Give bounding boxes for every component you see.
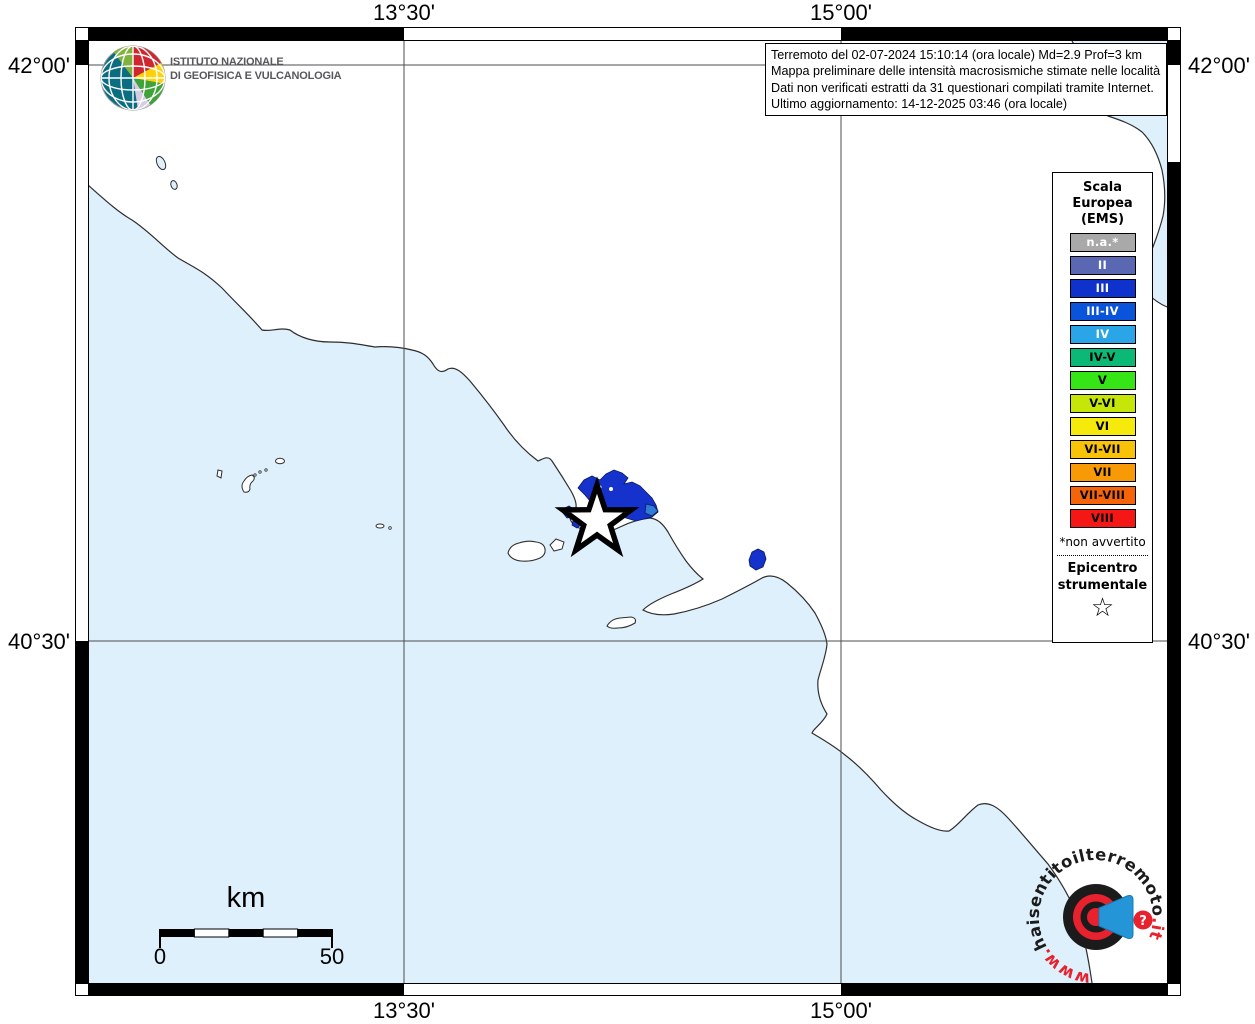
axis-label-left-4200: 42°00' [8,53,70,78]
island-palmarola [216,469,223,479]
info-box: Terremoto del 02-07-2024 15:10:14 (ora l… [765,43,1167,117]
legend-swatch-V: V [1069,371,1136,390]
intensity-area-iii-iv [644,503,659,517]
info-line-event: Terremoto del 02-07-2024 15:10:14 (ora l… [771,48,1143,62]
lake-albano [155,155,167,171]
question-badge [1133,910,1153,930]
islet [258,470,262,474]
island-ventotene [375,523,385,529]
legend-epicenter-label: Epicentro strumentale [1057,561,1148,593]
lake-nemi [170,180,178,190]
legend-swatch-VII: VII [1069,463,1136,482]
watermark-it: .it [1145,917,1168,943]
island-ponza [241,474,255,493]
map-speck [609,487,613,491]
scale-bar-unit: km [226,882,266,914]
coastline [89,185,1093,983]
island-zannone [275,457,285,465]
info-line-updated: Ultimo aggiornamento: 14-12-2025 03:46 (… [771,96,1068,111]
legend-title: Scala Europea (EMS) [1072,180,1133,227]
axis-label-right-4200: 42°00' [1188,53,1250,78]
legend-swatch-VI-VII: VI-VII [1069,440,1136,459]
ingv-line2: DI GEOFISICA E VULCANOLOGIA [170,69,342,82]
axis-label-left-4030: 40°30' [8,629,70,654]
legend-items: n.a.* II III III-IV IV IV-V V V-VI VI VI-VII VII VI… [1053,233,1152,528]
legend-swatch-III-IV: III-IV [1069,302,1136,321]
legend-separator [1057,555,1148,556]
axis-label-bottom-1500: 15°00' [810,998,872,1023]
ingv-globe-icon [100,45,166,111]
legend-swatch-II: II [1069,256,1136,275]
legend-swatch-IV: IV [1069,325,1136,344]
legend-swatch-n.a.*: n.a.* [1069,233,1136,252]
epicenter-star-icon [554,476,640,558]
islet [253,473,257,477]
legend-swatch-VII-VIII: VII-VIII [1069,486,1136,505]
islet [264,468,268,472]
island-capri [606,616,637,629]
legend-swatch-III: III [1069,279,1136,298]
scale-bar-start: 0 [153,944,167,969]
island-procida [549,538,565,552]
scale-bar-end: 50 [319,944,345,969]
ingv-line1: ISTITUTO NAZIONALE [170,56,284,68]
legend-swatch-IV-V: IV-V [1069,348,1136,367]
intensity-area-iii-south [748,548,767,571]
legend-box: Scala Europea (EMS) n.a.* II III III-IV IV IV… [1052,172,1153,643]
legend-swatch-VIII: VIII [1069,509,1136,528]
island-santo-stefano [388,526,392,530]
info-line-map: Mappa preliminare delle intensità macros… [771,64,1161,79]
legend-epicenter-star-icon: ☆ [1090,593,1115,623]
axis-label-top-1330: 13°30' [373,0,435,25]
legend-swatch-V-VI: V-VI [1069,394,1136,413]
scale-bar [159,928,333,948]
megaphone-icon [1098,895,1134,939]
question-mark: ? [1139,914,1147,929]
axis-label-bottom-1330: 13°30' [373,998,435,1023]
map-frame [75,27,1181,996]
axis-label-right-4030: 40°30' [1188,629,1250,654]
legend-swatch-VI: VI [1069,417,1136,436]
axis-label-top-1500: 15°00' [810,0,872,25]
info-line-data: Dati non verificati estratti da 31 quest… [771,80,1154,95]
island-ischia [507,540,546,562]
ingv-logo-text: ISTITUTO NAZIONALE DI GEOFISICA E VULCAN… [170,56,342,83]
legend-footnote: *non avvertito [1059,535,1146,549]
